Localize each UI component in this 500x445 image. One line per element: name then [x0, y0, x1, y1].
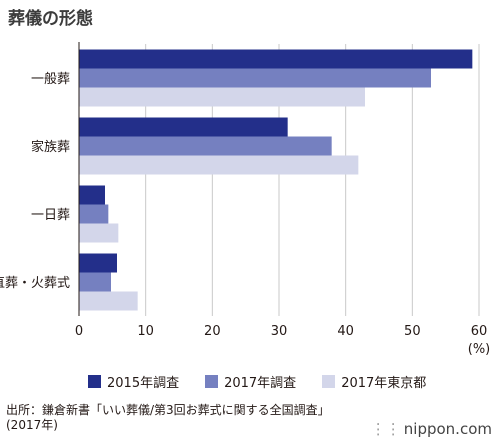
source-line-1: 出所：鎌倉新書「いい葬儀/第3回お葬式に関する全国調査」: [6, 403, 330, 417]
category-label-3: 直葬・火葬式: [0, 276, 70, 291]
axis-unit-label: (%): [468, 342, 491, 357]
category-label-1: 家族葬: [31, 139, 70, 155]
category-label-0: 一般葬: [31, 71, 70, 87]
tick-label-2: 20: [204, 324, 221, 339]
bar-3-1: [79, 272, 111, 292]
brand-logo: ⋮⋮ nippon.com: [371, 420, 492, 438]
legend-swatch-2015: [88, 375, 101, 388]
legend-label-2017-tokyo: 2017年東京都: [341, 376, 427, 391]
tick-label-5: 50: [404, 324, 421, 339]
legend-label-2017: 2017年調査: [224, 376, 297, 391]
legend: 2015年調査 2017年調査 2017年東京都: [88, 372, 426, 391]
tick-label-1: 10: [137, 324, 154, 339]
bar-3-2: [79, 291, 138, 311]
legend-label-2015: 2015年調査: [107, 376, 180, 391]
source-line-2: (2017年): [6, 418, 58, 432]
tick-label-0: 0: [75, 324, 83, 339]
bar-3-0: [79, 253, 117, 273]
bar-1-1: [79, 136, 332, 156]
legend-swatch-2017-tokyo: [322, 375, 336, 388]
bar-0-0: [79, 49, 473, 69]
bar-chart: 一般葬家族葬一日葬直葬・火葬式 0 10 20 30 40 50 60 (%): [0, 42, 491, 357]
brand-mark-icon: ⋮⋮: [370, 420, 401, 438]
legend-item-2015: 2015年調査: [88, 372, 179, 391]
chart-title: 葬儀の形態: [8, 9, 93, 29]
brand-name: nippon.com: [403, 420, 492, 438]
category-label-2: 一日葬: [31, 208, 70, 223]
bar-1-0: [79, 117, 288, 137]
tick-label-3: 30: [271, 324, 288, 339]
legend-swatch-2017: [205, 375, 219, 388]
bar-2-0: [79, 185, 105, 205]
bar-1-2: [79, 155, 359, 175]
bar-0-1: [79, 68, 431, 88]
bar-2-1: [79, 204, 109, 224]
legend-item-2017: 2017年調査: [205, 372, 296, 391]
source-note: 出所：鎌倉新書「いい葬儀/第3回お葬式に関する全国調査」 (2017年): [6, 403, 330, 433]
tick-label-6: 60: [471, 324, 488, 339]
tick-label-4: 40: [337, 324, 354, 339]
legend-item-2017-tokyo: 2017年東京都: [322, 372, 426, 391]
bar-0-2: [79, 87, 365, 107]
bar-2-2: [79, 223, 119, 243]
